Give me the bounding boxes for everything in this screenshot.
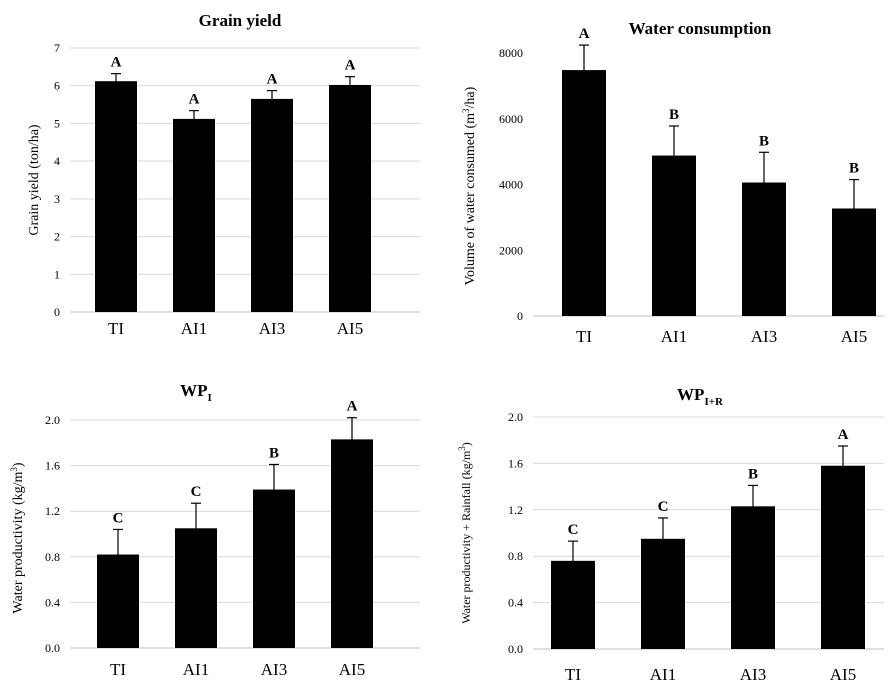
significance-label: A bbox=[345, 58, 356, 74]
y-tick-label: 6 bbox=[54, 79, 60, 93]
x-tick-label: TI bbox=[110, 660, 126, 679]
significance-label: A bbox=[347, 399, 358, 415]
x-tick-label: TI bbox=[108, 319, 124, 338]
y-tick-label: 2.0 bbox=[508, 410, 523, 424]
y-tick-label: 0 bbox=[54, 305, 60, 319]
y-axis-label: Water productivity + Rainfall (kg/m3) bbox=[457, 442, 473, 624]
significance-label: C bbox=[658, 499, 669, 515]
chart-title-subscript: I bbox=[208, 392, 212, 404]
y-tick-label: 1.6 bbox=[508, 456, 523, 470]
significance-label: A bbox=[579, 26, 590, 42]
y-axis-label: Grain yield (ton/ha) bbox=[27, 124, 42, 236]
x-tick-label: TI bbox=[565, 665, 581, 684]
y-tick-label: 1.2 bbox=[45, 504, 60, 518]
bar bbox=[173, 118, 215, 312]
x-tick-label: AI1 bbox=[650, 665, 676, 684]
y-tick-label: 3 bbox=[54, 192, 60, 206]
chart-title-subscript: I+R bbox=[704, 396, 724, 408]
significance-label: B bbox=[748, 466, 758, 482]
y-tick-label: 2.0 bbox=[45, 413, 60, 427]
significance-label: C bbox=[568, 522, 579, 538]
bar bbox=[253, 489, 295, 648]
y-tick-label: 0.0 bbox=[508, 642, 523, 656]
y-tick-label: 8000 bbox=[499, 46, 523, 60]
bar bbox=[562, 70, 606, 316]
y-tick-label: 1.6 bbox=[45, 459, 60, 473]
significance-label: A bbox=[838, 427, 849, 443]
chart-title: WPI+R bbox=[677, 385, 724, 408]
y-tick-label: 7 bbox=[54, 41, 60, 55]
significance-label: C bbox=[191, 484, 202, 500]
significance-label: C bbox=[113, 510, 124, 526]
x-tick-label: AI3 bbox=[259, 319, 285, 338]
y-tick-label: 0.0 bbox=[45, 641, 60, 655]
x-tick-label: AI5 bbox=[339, 660, 365, 679]
x-tick-label: AI1 bbox=[661, 327, 687, 346]
x-tick-label: AI5 bbox=[830, 665, 856, 684]
y-tick-label: 1.2 bbox=[508, 503, 523, 517]
x-tick-label: AI5 bbox=[841, 327, 867, 346]
y-tick-label: 0.4 bbox=[45, 595, 60, 609]
y-tick-label: 0.4 bbox=[508, 596, 523, 610]
x-tick-label: AI1 bbox=[181, 319, 207, 338]
bar bbox=[821, 465, 865, 649]
y-tick-label: 4000 bbox=[499, 178, 523, 192]
significance-label: A bbox=[189, 92, 200, 108]
y-tick-label: 1 bbox=[54, 267, 60, 281]
x-tick-label: AI3 bbox=[740, 665, 766, 684]
x-tick-label: AI5 bbox=[337, 319, 363, 338]
bar bbox=[251, 98, 293, 313]
significance-label: B bbox=[849, 161, 859, 177]
x-tick-label: AI3 bbox=[751, 327, 777, 346]
y-axis-label: Volume of water consumed (m3/ha) bbox=[461, 86, 478, 285]
x-tick-label: AI1 bbox=[183, 660, 209, 679]
chart-title: Water consumption bbox=[629, 19, 772, 38]
bar bbox=[331, 439, 373, 648]
bar bbox=[731, 506, 775, 649]
chart-title: Grain yield bbox=[199, 11, 282, 30]
significance-label: B bbox=[759, 133, 769, 149]
chart-title: WPI bbox=[180, 381, 212, 404]
y-axis-label: Water productivity (kg/m3) bbox=[9, 462, 26, 613]
y-tick-label: 0.8 bbox=[508, 549, 523, 563]
y-tick-label: 4 bbox=[54, 154, 60, 168]
bar bbox=[95, 81, 137, 312]
x-tick-label: TI bbox=[576, 327, 592, 346]
y-tick-label: 0.8 bbox=[45, 550, 60, 564]
y-tick-label: 2000 bbox=[499, 243, 523, 257]
y-tick-label: 0 bbox=[517, 309, 523, 323]
x-tick-label: AI3 bbox=[261, 660, 287, 679]
significance-label: A bbox=[267, 72, 278, 88]
significance-label: A bbox=[111, 55, 122, 71]
y-tick-label: 2 bbox=[54, 230, 60, 244]
significance-label: B bbox=[669, 107, 679, 123]
y-tick-label: 5 bbox=[54, 116, 60, 130]
y-tick-label: 6000 bbox=[499, 112, 523, 126]
bar bbox=[329, 84, 371, 313]
significance-label: B bbox=[269, 445, 279, 461]
